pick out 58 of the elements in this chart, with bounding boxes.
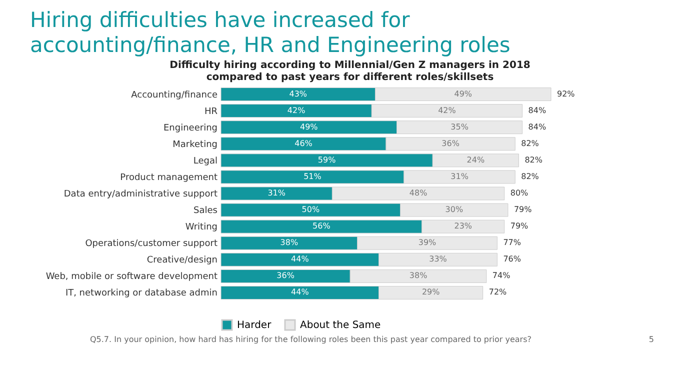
data-label: 56% (312, 222, 331, 231)
y-tick-label: Product management (120, 172, 218, 183)
total-label: 77% (503, 238, 522, 248)
data-label: 42% (287, 106, 306, 115)
data-label: 31% (450, 172, 469, 181)
data-label: 44% (291, 254, 310, 264)
data-label: 24% (466, 155, 485, 164)
data-label: 59% (318, 155, 336, 164)
total-label: 82% (521, 138, 540, 148)
data-label: 23% (454, 222, 472, 231)
y-tick-label: Creative/design (146, 256, 218, 266)
data-label: 30% (445, 205, 464, 214)
text: Q5.7. In your opinion, how hard has hiring for the following roles been this past year compared to prior years? (90, 335, 532, 344)
total-label: 79% (514, 205, 532, 214)
data-label: 29% (422, 288, 440, 297)
y-tick-label: Sales (194, 206, 218, 216)
total-label: 72% (488, 288, 508, 297)
data-label: 36% (442, 138, 460, 148)
data-label: 46% (294, 138, 313, 148)
total-label: 80% (510, 188, 529, 198)
data-label: 43% (289, 89, 308, 98)
total-label: 82% (524, 155, 543, 164)
total-label: 84% (528, 106, 546, 115)
total-label: 79% (510, 222, 529, 231)
data-label: 48% (409, 188, 428, 198)
data-label: 36% (276, 271, 295, 280)
data-label: 31% (268, 188, 286, 198)
legend-label: About the Same (300, 320, 381, 331)
y-tick-label: Data entry/administrative support (64, 190, 218, 200)
data-label: 38% (409, 271, 428, 280)
data-label: 38% (280, 238, 298, 248)
y-tick-label: IT, networking or database admin (65, 288, 218, 299)
y-tick-label: Accounting/finance (131, 90, 218, 100)
data-label: 42% (438, 106, 456, 115)
data-label: 49% (300, 122, 318, 132)
total-label: 92% (557, 89, 576, 98)
total-label: 84% (528, 122, 546, 132)
legend-label: Harder (237, 320, 272, 331)
y-tick-label: HR (204, 106, 218, 117)
data-label: 35% (450, 122, 469, 132)
chart-subtitle: Difficulty hiring according to Millennial/Gen Z managers in 2018 compared to past years for different roles/skillsets (168, 60, 532, 84)
y-tick-label: Engineering (164, 123, 218, 134)
chart-title: Hiring difficulties have increased for accounting/finance, HR and Engineering roles (29, 7, 512, 58)
data-label: 33% (429, 254, 448, 264)
y-tick-label: Writing (185, 222, 218, 233)
data-label: 44% (291, 288, 310, 297)
total-label: 74% (492, 271, 511, 280)
y-tick-label: Web, mobile or software development (46, 272, 218, 282)
data-label: 49% (454, 89, 472, 98)
total-label: 76% (503, 254, 522, 264)
data-label: 51% (304, 172, 322, 181)
data-label: 50% (302, 205, 320, 214)
y-tick-label: Legal (193, 156, 218, 166)
total-label: 82% (521, 172, 540, 181)
y-tick-label: Operations/customer support (85, 239, 218, 250)
y-tick-label: Marketing (172, 140, 218, 150)
data-label: 39% (418, 238, 437, 248)
text: 5 (648, 335, 654, 344)
